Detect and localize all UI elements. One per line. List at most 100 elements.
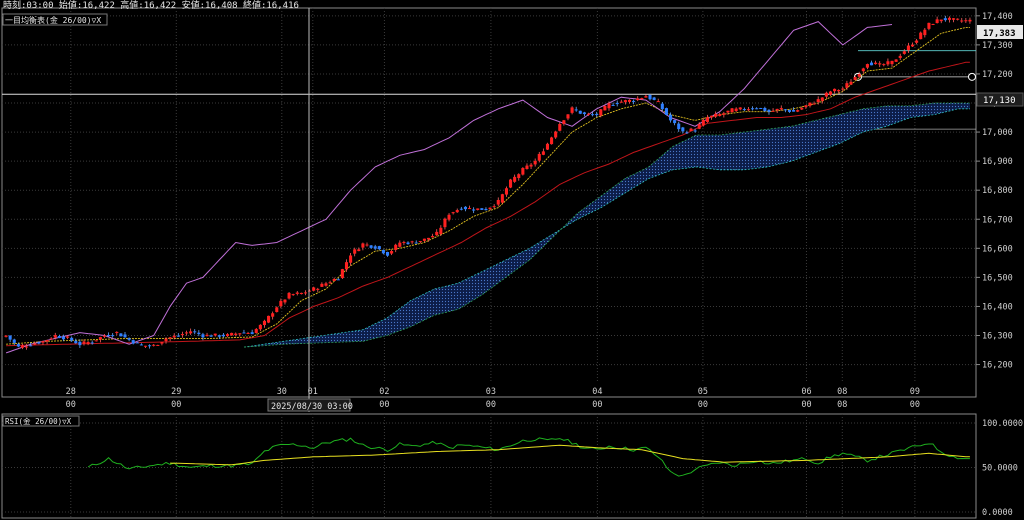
candle-body [865,64,869,68]
candle-body [66,336,70,338]
candle-body [410,241,414,243]
candle-body [82,341,86,344]
candle-body [135,342,139,344]
candle-body [841,88,845,90]
candle-body [176,335,180,337]
candle-body [143,345,148,347]
candle-body [459,208,463,210]
candle-body [603,105,607,111]
candle-body [956,18,960,20]
rsi-label[interactable]: RSI(金 26/00)▽X [5,416,72,426]
candle-body [160,342,164,344]
candle-body [615,102,619,105]
candle-body [751,108,755,110]
price-tick-label: 16,900 [982,157,1013,167]
current-price-tag: 17,383 [983,29,1016,39]
cursor-time-label: 2025/08/30 03:00 [271,402,353,412]
candle-body [529,164,533,167]
candle-body [960,20,964,22]
rsi-label-box [2,415,80,427]
candle-body [426,237,431,240]
candle-body [431,236,435,238]
candle-body [562,120,566,124]
rsi-panel-frame [1,413,977,519]
candlesticks [4,15,972,350]
candle-body [734,108,738,112]
candle-body [763,108,767,112]
candle-body [599,109,603,116]
candle-body [619,101,623,103]
candle-body [767,109,771,112]
candle-body [808,102,812,106]
candle-body [943,18,947,21]
price-tick-label: 16,300 [982,332,1013,342]
candle-body [627,99,632,102]
rsi-tick-label: 100.0000 [982,419,1023,429]
candle-body [152,344,156,346]
candle-body [25,346,29,348]
candle-body [443,218,447,228]
candle-body [271,313,275,317]
indicator-label[interactable]: 一目均衡表(金 26/00)▽X [5,15,101,25]
candle-body [898,55,902,58]
candle-body [398,242,402,247]
candle-body [668,114,673,121]
candle-body [755,108,759,110]
candle-body [710,115,714,118]
candle-body [607,103,611,109]
candle-body [693,130,697,132]
candle-body [189,331,193,334]
candle-body [246,332,250,334]
candle-body [127,338,131,340]
candle-body [738,107,742,110]
current-price-tag-bg [977,25,1023,39]
candle-body [906,45,910,51]
rsi-signal-line [170,444,970,466]
candle-body [853,77,857,80]
candle-body [283,299,287,303]
candle-body [521,168,525,175]
candle-body [775,108,779,111]
candle-body [952,18,956,20]
candle-body [648,94,652,100]
candle-body [964,20,968,22]
candle-body [779,108,783,110]
marked-price-tag: 17,130 [983,96,1016,106]
candle-body [910,44,915,47]
candle-body [919,32,923,40]
candle-body [377,246,381,250]
candle-body [16,343,20,347]
candle-body [541,151,545,155]
time-tick-label-day: 03 [486,387,496,397]
candle-body [640,98,644,100]
candle-body [554,131,558,138]
candle-body [718,114,722,117]
senkou-span-a [243,108,970,348]
candle-body [78,341,82,346]
candle-body [890,60,894,65]
candle-body [340,269,344,279]
candle-body [820,97,824,101]
price-tick-label: 16,500 [982,273,1013,283]
candle-body [33,343,37,345]
candle-body [344,262,349,270]
candle-body [61,336,66,340]
time-tick-label-hour: 00 [592,400,602,410]
candle-body [611,104,615,106]
candle-body [156,344,160,346]
candle-body [517,174,521,179]
candle-body [12,339,16,343]
marked-price-tag-bg [976,92,1024,107]
candle-body [29,345,33,347]
time-axis: 28 00 29 00 30 01 02 00 03 00 04 00 05 00 06 00 08 08 09 00 [66,387,920,410]
candle-body [595,113,599,116]
candle-body [824,92,828,97]
candle-body [4,335,8,337]
candle-body [226,334,230,337]
candle-body [373,246,377,249]
candle-body [586,113,591,115]
candle-body [353,249,357,254]
candle-body [509,179,513,188]
candle-body [874,62,878,65]
time-tick-label-day: 08 [837,387,847,397]
